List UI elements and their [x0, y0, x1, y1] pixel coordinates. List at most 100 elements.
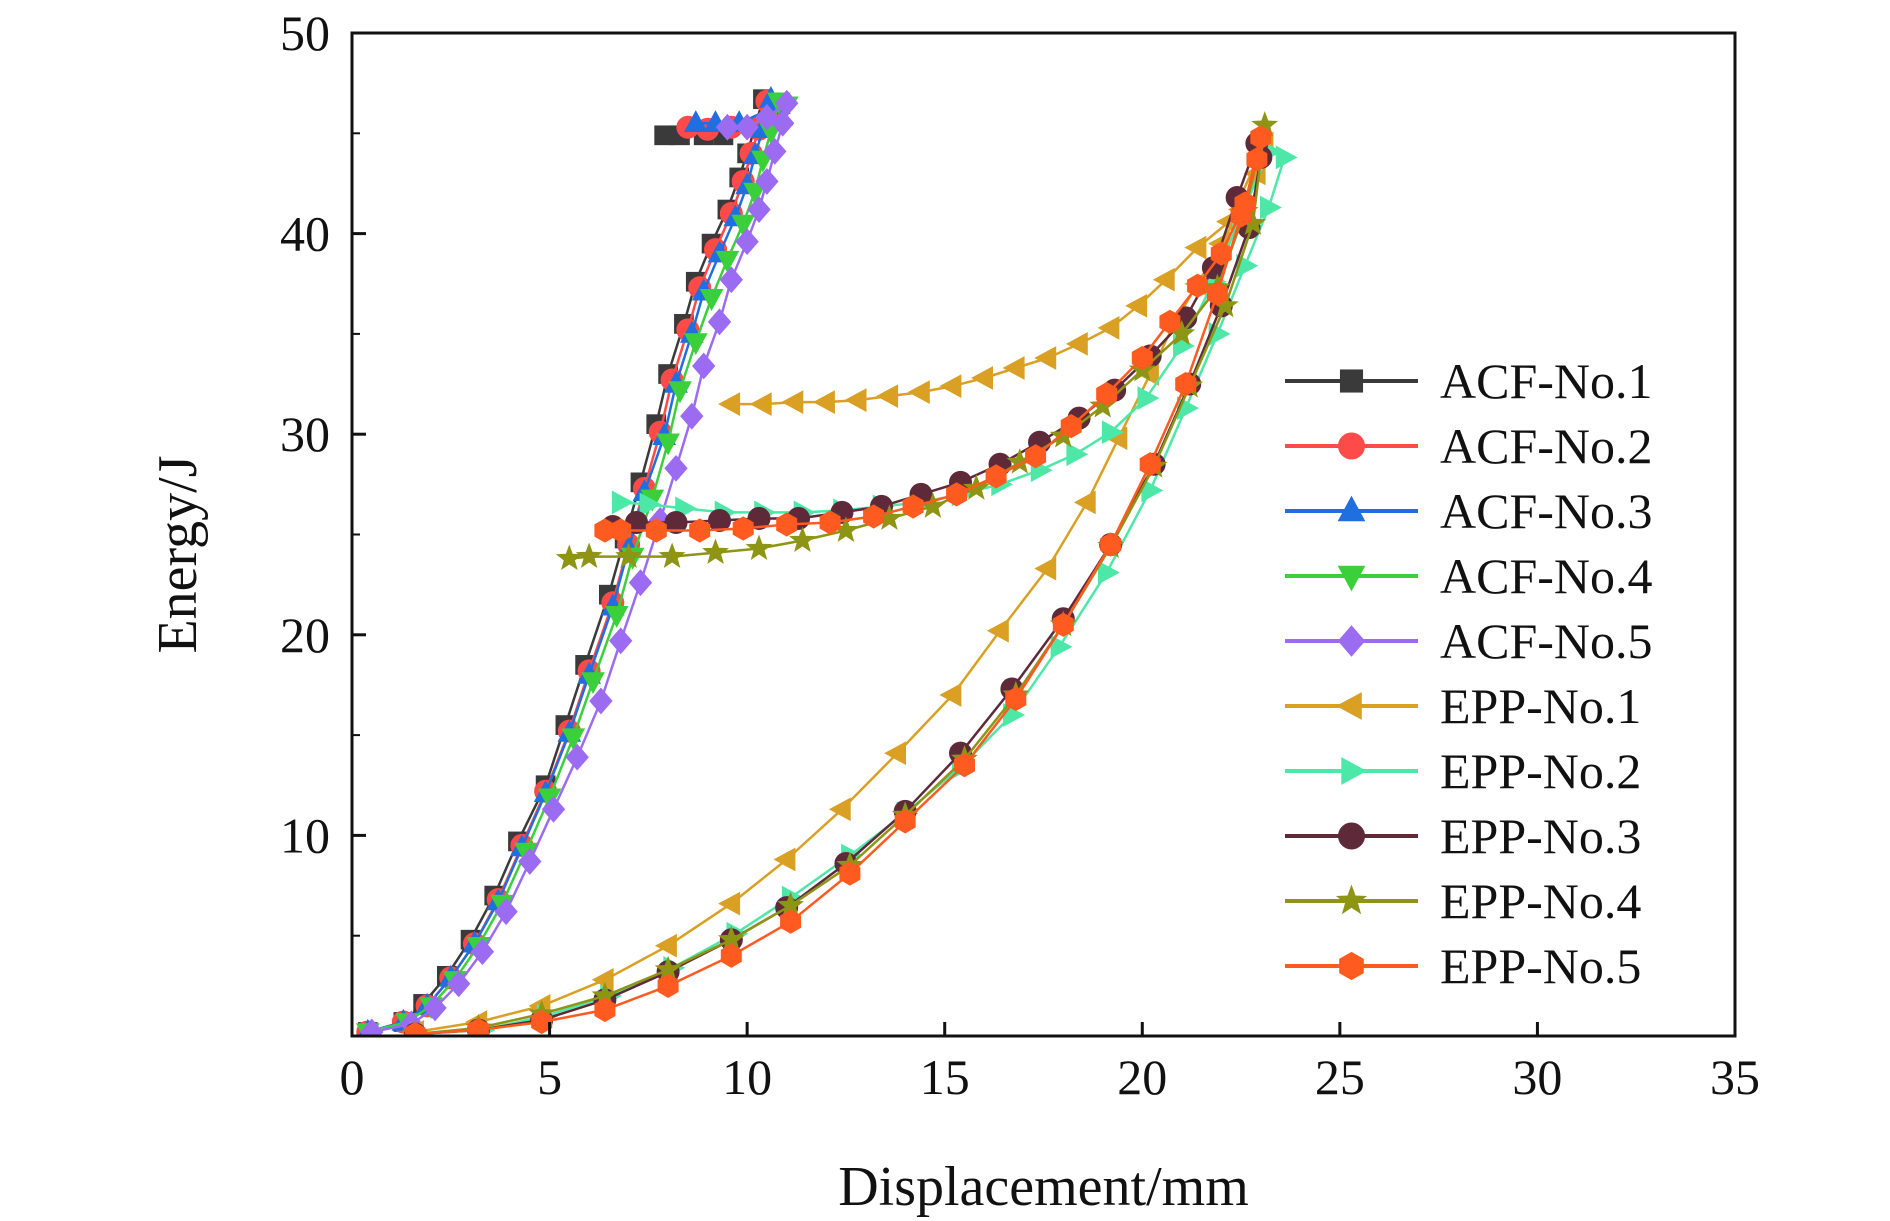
- data-point-epp-no-5: [1210, 241, 1232, 266]
- data-point-acf-no-5: [763, 137, 787, 165]
- data-point-acf-no-5: [565, 743, 589, 771]
- x-tick-label: 30: [1512, 1049, 1562, 1105]
- legend-label: ACF-No.5: [1440, 613, 1653, 669]
- data-point-acf-no-5: [470, 938, 495, 966]
- data-point-epp-no-1: [718, 891, 741, 916]
- data-point-epp-no-5: [404, 1021, 426, 1036]
- data-point-epp-no-5: [1139, 452, 1161, 477]
- data-point-epp-no-5: [1025, 444, 1047, 469]
- data-point-epp-no-1: [876, 384, 899, 408]
- data-point-epp-no-4: [575, 542, 603, 568]
- series-epp-no-5: [404, 125, 1272, 1036]
- data-point-epp-no-5: [1005, 686, 1027, 712]
- data-point-epp-no-5: [894, 809, 916, 834]
- legend-marker: [1341, 757, 1367, 785]
- legend-label: ACF-No.1: [1440, 353, 1653, 409]
- x-tick-label: 15: [920, 1049, 970, 1105]
- x-tick-label: 0: [340, 1049, 365, 1105]
- series-epp-no-4: [401, 111, 1279, 1036]
- data-point-epp-no-5: [780, 909, 802, 934]
- legend-marker: [1337, 625, 1366, 657]
- data-point-epp-no-4: [702, 538, 729, 564]
- x-tick-label: 5: [537, 1049, 562, 1105]
- data-point-acf-no-1: [654, 125, 675, 146]
- data-point-acf-no-5: [775, 89, 799, 117]
- y-tick-label: 50: [280, 5, 330, 61]
- data-point-acf-no-5: [735, 228, 759, 256]
- legend-marker: [1337, 495, 1366, 522]
- data-point-epp-no-4: [658, 542, 686, 568]
- legend-label: ACF-No.3: [1440, 483, 1653, 539]
- data-point-epp-no-5: [1246, 147, 1268, 172]
- data-point-epp-no-2: [1050, 634, 1073, 659]
- data-point-epp-no-1: [844, 388, 867, 412]
- series-acf-no-2: [356, 89, 787, 1036]
- data-point-epp-no-1: [971, 366, 993, 390]
- data-point-epp-no-5: [732, 516, 754, 541]
- legend-item-acf-no-3: ACF-No.3: [1285, 483, 1653, 539]
- data-point-epp-no-5: [1234, 191, 1256, 216]
- data-point-acf-no-5: [609, 627, 633, 655]
- data-point-epp-no-5: [1131, 345, 1153, 371]
- legend-item-acf-no-1: ACF-No.1: [1285, 353, 1653, 409]
- data-point-epp-no-2: [1098, 560, 1120, 585]
- data-point-epp-no-1: [939, 683, 962, 707]
- data-point-acf-no-4: [731, 214, 756, 237]
- data-point-epp-no-1: [1002, 356, 1025, 380]
- data-point-acf-no-5: [360, 1018, 384, 1036]
- series-line-epp-no-5: [415, 136, 1263, 1036]
- data-point-epp-no-5: [467, 1017, 489, 1036]
- data-point-epp-no-4: [555, 544, 583, 570]
- data-point-acf-no-5: [755, 103, 779, 131]
- data-point-epp-no-1: [654, 933, 677, 958]
- data-point-epp-no-5: [819, 510, 841, 535]
- data-point-epp-no-1: [939, 374, 962, 398]
- data-point-epp-no-5: [1250, 125, 1272, 150]
- data-point-acf-no-5: [715, 113, 740, 141]
- data-point-epp-no-5: [985, 464, 1007, 489]
- legend-marker: [1335, 884, 1368, 915]
- data-point-epp-no-5: [1052, 612, 1074, 637]
- data-point-epp-no-5: [1159, 309, 1181, 334]
- y-tick-label: 40: [280, 206, 330, 262]
- data-point-epp-no-5: [657, 973, 679, 998]
- data-point-epp-no-1: [907, 380, 930, 404]
- data-point-epp-no-3: [707, 508, 731, 532]
- data-point-epp-no-1: [813, 390, 835, 414]
- data-point-epp-no-5: [902, 494, 924, 519]
- data-point-acf-no-4: [699, 289, 724, 311]
- y-axis-label: Energy/J: [147, 455, 209, 653]
- legend-item-epp-no-3: EPP-No.3: [1285, 808, 1641, 864]
- data-point-acf-no-4: [656, 433, 680, 456]
- data-point-acf-no-4: [668, 381, 692, 404]
- data-point-epp-no-1: [749, 392, 772, 416]
- y-tick-label: 30: [280, 406, 330, 462]
- data-point-acf-no-5: [692, 352, 716, 380]
- legend-label: ACF-No.4: [1440, 548, 1653, 604]
- y-tick-label: 20: [280, 607, 330, 663]
- data-point-epp-no-4: [962, 474, 990, 500]
- data-point-acf-no-5: [447, 970, 471, 998]
- data-point-epp-no-1: [1125, 293, 1148, 318]
- data-point-epp-no-5: [1100, 532, 1122, 557]
- legend-label: EPP-No.5: [1440, 938, 1641, 994]
- legend-marker: [1339, 369, 1364, 393]
- x-tick-label: 10: [722, 1049, 772, 1105]
- data-point-epp-no-1: [718, 392, 741, 416]
- data-point-epp-no-5: [946, 482, 968, 507]
- series-line-epp-no-1: [415, 142, 1267, 1034]
- data-point-acf-no-4: [581, 672, 605, 695]
- legend-marker: [1338, 432, 1365, 460]
- x-axis-label: Displacement/mm: [838, 1156, 1249, 1218]
- data-point-epp-no-1: [1097, 316, 1120, 340]
- data-point-acf-no-5: [589, 687, 613, 715]
- legend: ACF-No.1 ACF-No.2 ACF-No.3 ACF-No.4 ACF-No.5…: [1285, 353, 1653, 994]
- data-point-epp-no-5: [645, 518, 667, 543]
- ticks-layer: 0 5 10 15 20 25 30 35 10 20 30 40 50: [280, 5, 1760, 1105]
- data-point-epp-no-5: [1175, 371, 1197, 397]
- data-point-epp-no-1: [884, 741, 906, 766]
- legend-marker: [1336, 692, 1362, 720]
- data-point-epp-no-2: [1275, 145, 1298, 170]
- data-point-epp-no-1: [591, 967, 614, 992]
- data-point-epp-no-5: [1187, 273, 1209, 298]
